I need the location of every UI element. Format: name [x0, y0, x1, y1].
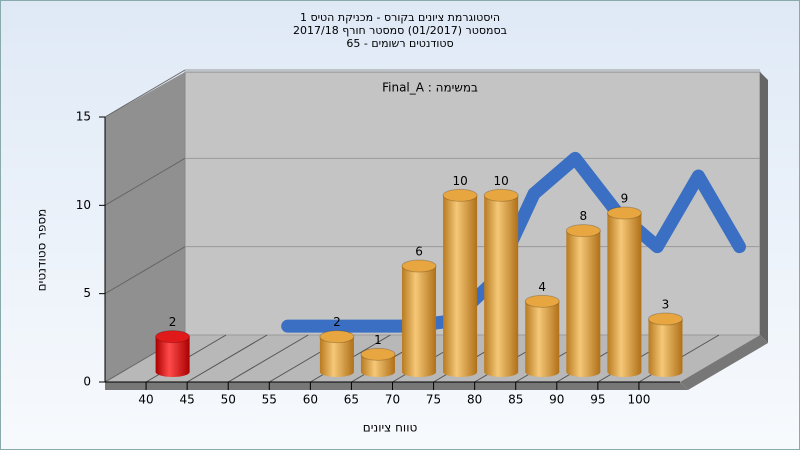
- title-line: בסמסטר (01/2017) סמסטר חורף 2017/18: [293, 24, 507, 37]
- bar-top: [360, 347, 396, 361]
- y-tick-label: 5: [83, 286, 91, 300]
- value-label: 3: [662, 298, 670, 312]
- value-label: 1: [374, 333, 382, 347]
- x-tick-label: 75: [426, 393, 441, 407]
- bar-top: [442, 188, 478, 202]
- value-label: 4: [538, 280, 546, 294]
- bar: [566, 230, 601, 372]
- x-tick-label: 90: [549, 393, 564, 407]
- bar: [648, 319, 683, 372]
- value-label: 8: [580, 209, 588, 223]
- wall-edge: [760, 72, 768, 343]
- value-label: 9: [621, 192, 629, 206]
- x-tick-label: 85: [508, 393, 523, 407]
- x-tick-label: 40: [138, 393, 153, 407]
- x-tick-label: 50: [221, 393, 236, 407]
- bar: [443, 195, 478, 372]
- bar-top: [319, 330, 355, 344]
- x-tick-label: 95: [590, 393, 605, 407]
- bar-top: [483, 188, 519, 202]
- bar-top: [524, 294, 560, 308]
- x-tick-label: 65: [344, 393, 359, 407]
- value-label: 2: [333, 315, 341, 329]
- annotation: Final_A : במשימה: [382, 81, 478, 95]
- bar: [525, 301, 560, 372]
- grid-line: [186, 334, 268, 383]
- y-tick-label: 15: [76, 110, 91, 124]
- x-axis-label: טווח ציונים: [363, 421, 418, 435]
- x-tick-label: 80: [467, 393, 482, 407]
- value-label: 6: [415, 245, 423, 259]
- x-tick-label: 55: [262, 393, 277, 407]
- grid-line: [104, 157, 186, 206]
- value-label: 2: [169, 315, 177, 329]
- value-label: 10: [452, 174, 467, 188]
- floor-front: [105, 382, 688, 390]
- x-tick-label: 60: [303, 393, 318, 407]
- bar: [402, 266, 437, 372]
- grid-line: [104, 246, 186, 295]
- title-line: סטודנטים רשומים - 65: [346, 37, 453, 50]
- bar-top: [606, 206, 642, 220]
- grid-line: [227, 334, 309, 383]
- bar-top: [647, 312, 683, 326]
- x-tick-label: 100: [627, 393, 650, 407]
- bar-top: [401, 259, 437, 273]
- floor-edge: [680, 335, 768, 390]
- grid-line: [104, 69, 186, 118]
- bar-top: [565, 224, 601, 238]
- left-wall: [105, 72, 185, 382]
- title-line: היסטוגרמת ציונים בקורס - מכניקת הטיס 1: [300, 11, 500, 24]
- value-label: 10: [494, 174, 509, 188]
- y-axis-label: מספר סטודנטים: [35, 209, 49, 292]
- y-tick-label: 10: [76, 198, 91, 212]
- bar: [607, 213, 642, 372]
- x-tick-label: 45: [180, 393, 195, 407]
- x-tick-label: 70: [385, 393, 400, 407]
- y-tick-label: 0: [83, 375, 91, 389]
- bar: [484, 195, 519, 372]
- bar-top: [155, 330, 191, 344]
